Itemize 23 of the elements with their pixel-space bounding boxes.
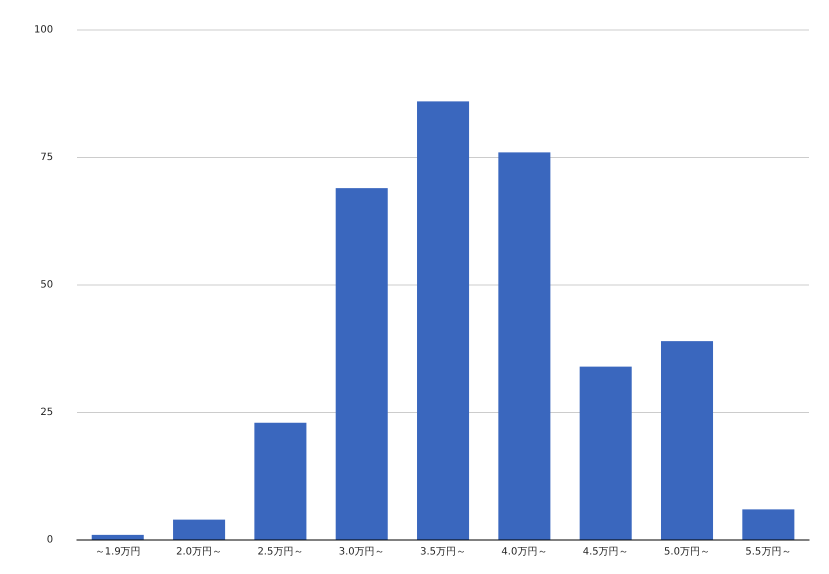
y-tick-label: 0: [46, 534, 54, 546]
y-tick-label: 100: [34, 24, 54, 36]
x-tick-label: 5.5万円～: [745, 546, 792, 558]
x-tick-label: 3.0万円～: [338, 546, 385, 558]
x-tick-label: 4.5万円～: [582, 546, 629, 558]
bar: [336, 188, 388, 540]
x-tick-label: 3.5万円～: [420, 546, 466, 558]
bar: [580, 366, 632, 540]
bar: [173, 520, 226, 540]
bar: [92, 534, 144, 540]
bar: [660, 341, 714, 540]
x-tick-label: 2.0万円～: [176, 546, 222, 558]
bar: [417, 101, 470, 540]
bar: [254, 422, 306, 540]
x-tick-label: 4.0万円～: [501, 546, 548, 558]
y-tick-label: 75: [40, 152, 54, 164]
y-tick-label: 25: [40, 407, 54, 418]
x-tick-label: 2.5万円～: [257, 546, 304, 558]
x-tick-label: 5.0万円～: [664, 546, 710, 558]
bar: [742, 509, 794, 540]
y-tick-label: 50: [40, 280, 54, 291]
bar: [498, 152, 550, 540]
x-tick-label: ～1.9万円: [94, 546, 141, 558]
